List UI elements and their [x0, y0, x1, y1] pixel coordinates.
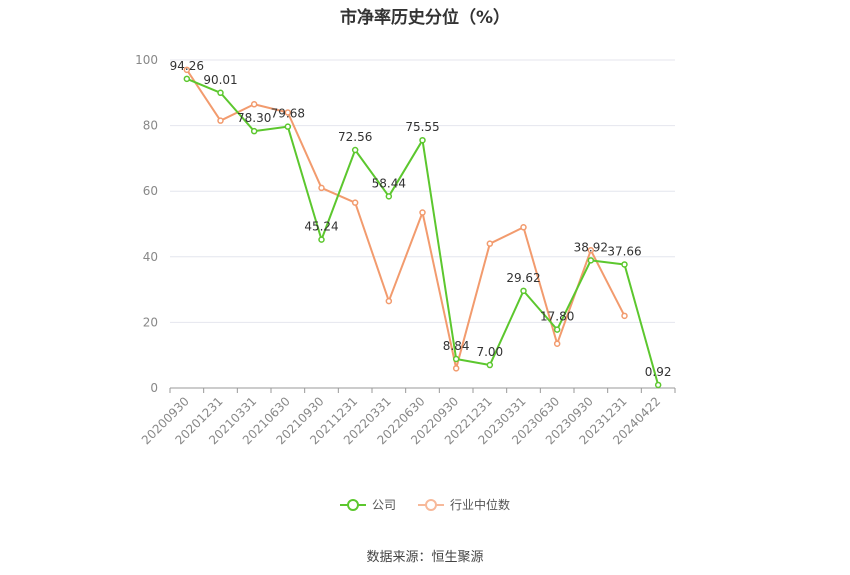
- legend-swatch-industry-median: [418, 498, 444, 511]
- data-point: [621, 261, 628, 268]
- data-point: [318, 184, 325, 192]
- data-label: 72.56: [338, 130, 372, 144]
- data-point: [654, 381, 662, 389]
- data-point: [183, 75, 191, 83]
- data-point: [419, 136, 426, 144]
- legend-item-company[interactable]: 公司: [339, 496, 396, 513]
- data-point: [250, 127, 258, 135]
- data-label: 29.62: [506, 271, 540, 285]
- chart-legend: 公司 行业中位数: [0, 496, 850, 513]
- data-point: [621, 312, 628, 320]
- data-point: [587, 257, 595, 264]
- y-tick-label: 80: [143, 119, 158, 133]
- data-point: [250, 101, 258, 108]
- legend-item-industry-median[interactable]: 行业中位数: [418, 496, 510, 513]
- data-label: 38.92: [574, 240, 608, 254]
- data-label: 0.92: [645, 365, 672, 379]
- data-label: 94.26: [170, 59, 204, 73]
- y-tick-label: 40: [143, 250, 158, 264]
- data-label: 58.44: [372, 176, 406, 190]
- data-point: [419, 209, 426, 216]
- y-tick-label: 20: [143, 315, 158, 329]
- data-point: [520, 287, 527, 295]
- data-point: [452, 355, 460, 363]
- data-source: 数据来源：恒生聚源: [366, 550, 484, 565]
- data-point: [385, 297, 393, 305]
- data-point: [385, 193, 393, 200]
- data-point: [217, 89, 224, 97]
- data-point: [351, 199, 359, 206]
- legend-swatch-company: [339, 498, 366, 511]
- data-point: [452, 365, 460, 372]
- data-label: 79.68: [271, 107, 305, 121]
- data-point: [183, 66, 191, 74]
- data-point: [553, 326, 561, 333]
- data-point: [217, 117, 224, 124]
- data-point: [284, 123, 292, 130]
- data-point: [553, 340, 561, 347]
- chart-title: 市净率历史分位（%）: [339, 8, 511, 28]
- data-point: [318, 236, 325, 243]
- data-point: [284, 109, 292, 116]
- legend-label-company: 公司: [371, 498, 396, 512]
- y-tick-label: 100: [135, 53, 158, 67]
- data-point: [486, 240, 494, 247]
- data-point: [351, 146, 359, 154]
- data-label: 17.80: [540, 310, 574, 324]
- data-label: 37.66: [607, 244, 641, 258]
- data-point: [520, 224, 527, 231]
- data-point: [486, 361, 494, 369]
- data-label: 8.84: [443, 339, 470, 353]
- data-label: 90.01: [203, 73, 237, 87]
- y-tick-label: 0: [150, 381, 158, 395]
- legend-label-industry-median: 行业中位数: [450, 498, 511, 512]
- data-point: [587, 246, 595, 254]
- data-label: 75.55: [405, 120, 439, 134]
- data-label: 7.00: [476, 345, 503, 359]
- data-label: 78.30: [237, 111, 271, 125]
- data-label: 45.24: [304, 220, 338, 234]
- y-tick-label: 60: [143, 184, 158, 198]
